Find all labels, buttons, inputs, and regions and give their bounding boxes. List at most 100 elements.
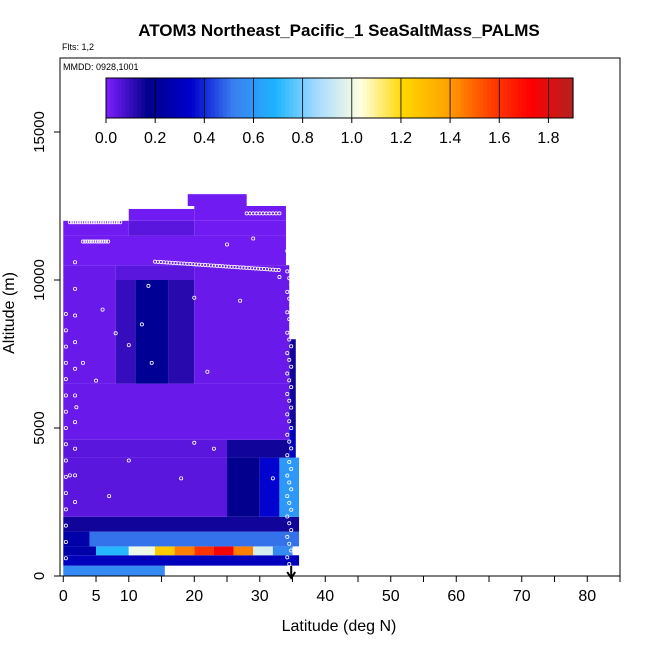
colorbar-segment [335,78,341,118]
chart-title: ATOM3 Northeast_Pacific_1 SeaSaltMass_PA… [138,21,540,40]
colorbar-segment [195,78,200,118]
x-tick-label: 50 [382,588,400,605]
colorbar-segment [475,78,481,118]
sample-point [287,541,292,546]
colorbar-segment [448,78,453,118]
colorbar-segment [160,78,165,118]
heatmap-cell [63,383,290,440]
sample-point [103,239,108,244]
colorbar-segment [117,78,123,118]
sample-point [192,440,197,445]
sample-point [63,409,68,414]
sample-point [83,239,88,244]
colorbar-segment [467,78,473,118]
colorbar-segment [129,78,134,118]
sample-point [96,239,101,244]
sample-point [285,310,290,315]
colorbar-segment [549,78,555,118]
sample-point [149,360,154,365]
sample-point [277,211,282,216]
colorbar-segment [156,78,162,118]
colorbar-segment [506,78,512,118]
sample-point [287,357,292,362]
sample-point [285,371,290,376]
colorbar-segment [176,78,181,118]
sample-point [287,460,292,465]
sample-point [63,344,68,349]
sample-point [113,331,118,336]
colorbar-segment [339,78,344,118]
colorbar-segment [358,78,364,118]
colorbar-segment [452,78,457,118]
sample-point [276,268,281,273]
sample-point [106,239,111,244]
sample-point [289,466,294,471]
colorbar-segment [425,78,430,118]
sample-point [104,220,109,225]
y-tick-label: 15000 [31,111,48,153]
sample-point [179,476,184,481]
sample-point [287,500,292,505]
sample-point [99,220,104,225]
x-tick-label: 0 [59,588,68,605]
sample-point [73,366,78,371]
colorbar-segment [316,78,321,118]
heatmap-cell [135,280,169,384]
sample-point [289,425,294,430]
heatmap-cell [115,265,195,280]
colorbar-segment [109,78,115,118]
sample-point [90,239,95,244]
sample-point [289,303,294,308]
sample-point [93,220,98,225]
colorbar-segment [207,78,212,118]
sample-point [63,360,68,365]
colorbar-segment [168,78,173,118]
sample-point [285,412,290,417]
sample-point [211,446,216,451]
colorbar-segment [148,78,154,118]
sample-point [285,555,290,560]
colorbar-segment [429,78,434,118]
sample-point [87,239,92,244]
colorbar-segment [526,78,531,118]
x-tick-label: 40 [316,588,334,605]
colorbar-segment [261,78,267,118]
sample-point [63,442,68,447]
colorbar-segment [308,78,313,118]
sample-point [90,220,95,225]
colorbar-tick-label: 1.0 [341,130,363,147]
sample-point [63,523,68,528]
sample-point [67,220,72,225]
sample-point [287,398,292,403]
sample-point [106,220,111,225]
colorbar-segment [323,78,329,118]
sample-point [118,220,123,225]
sample-point [107,494,112,499]
sample-point [139,322,144,327]
sample-point [73,286,78,291]
colorbar-segment [421,78,426,118]
heatmap-cell [187,194,247,206]
sample-point [285,289,290,294]
sample-point [287,521,292,526]
heatmap-cell [194,220,286,236]
colorbar-segment [113,78,119,118]
heatmap-cell [227,439,290,458]
colorbar-segment [222,78,228,118]
colorbar-segment [456,78,461,118]
heatmap-cell [194,206,286,221]
colorbar-segment [483,78,488,118]
sample-point [109,220,114,225]
sample-point [192,295,197,300]
sample-point [289,344,294,349]
colorbar-segment [541,78,547,118]
colorbar-segment [211,78,216,118]
heatmap-cell [63,265,116,384]
colorbar-segment [141,78,146,118]
heatmap-cell [272,546,293,556]
sample-point [289,262,294,267]
colorbar-segment [285,78,290,118]
sample-point [238,298,243,303]
colorbar-tick-label: 1.2 [390,130,412,147]
